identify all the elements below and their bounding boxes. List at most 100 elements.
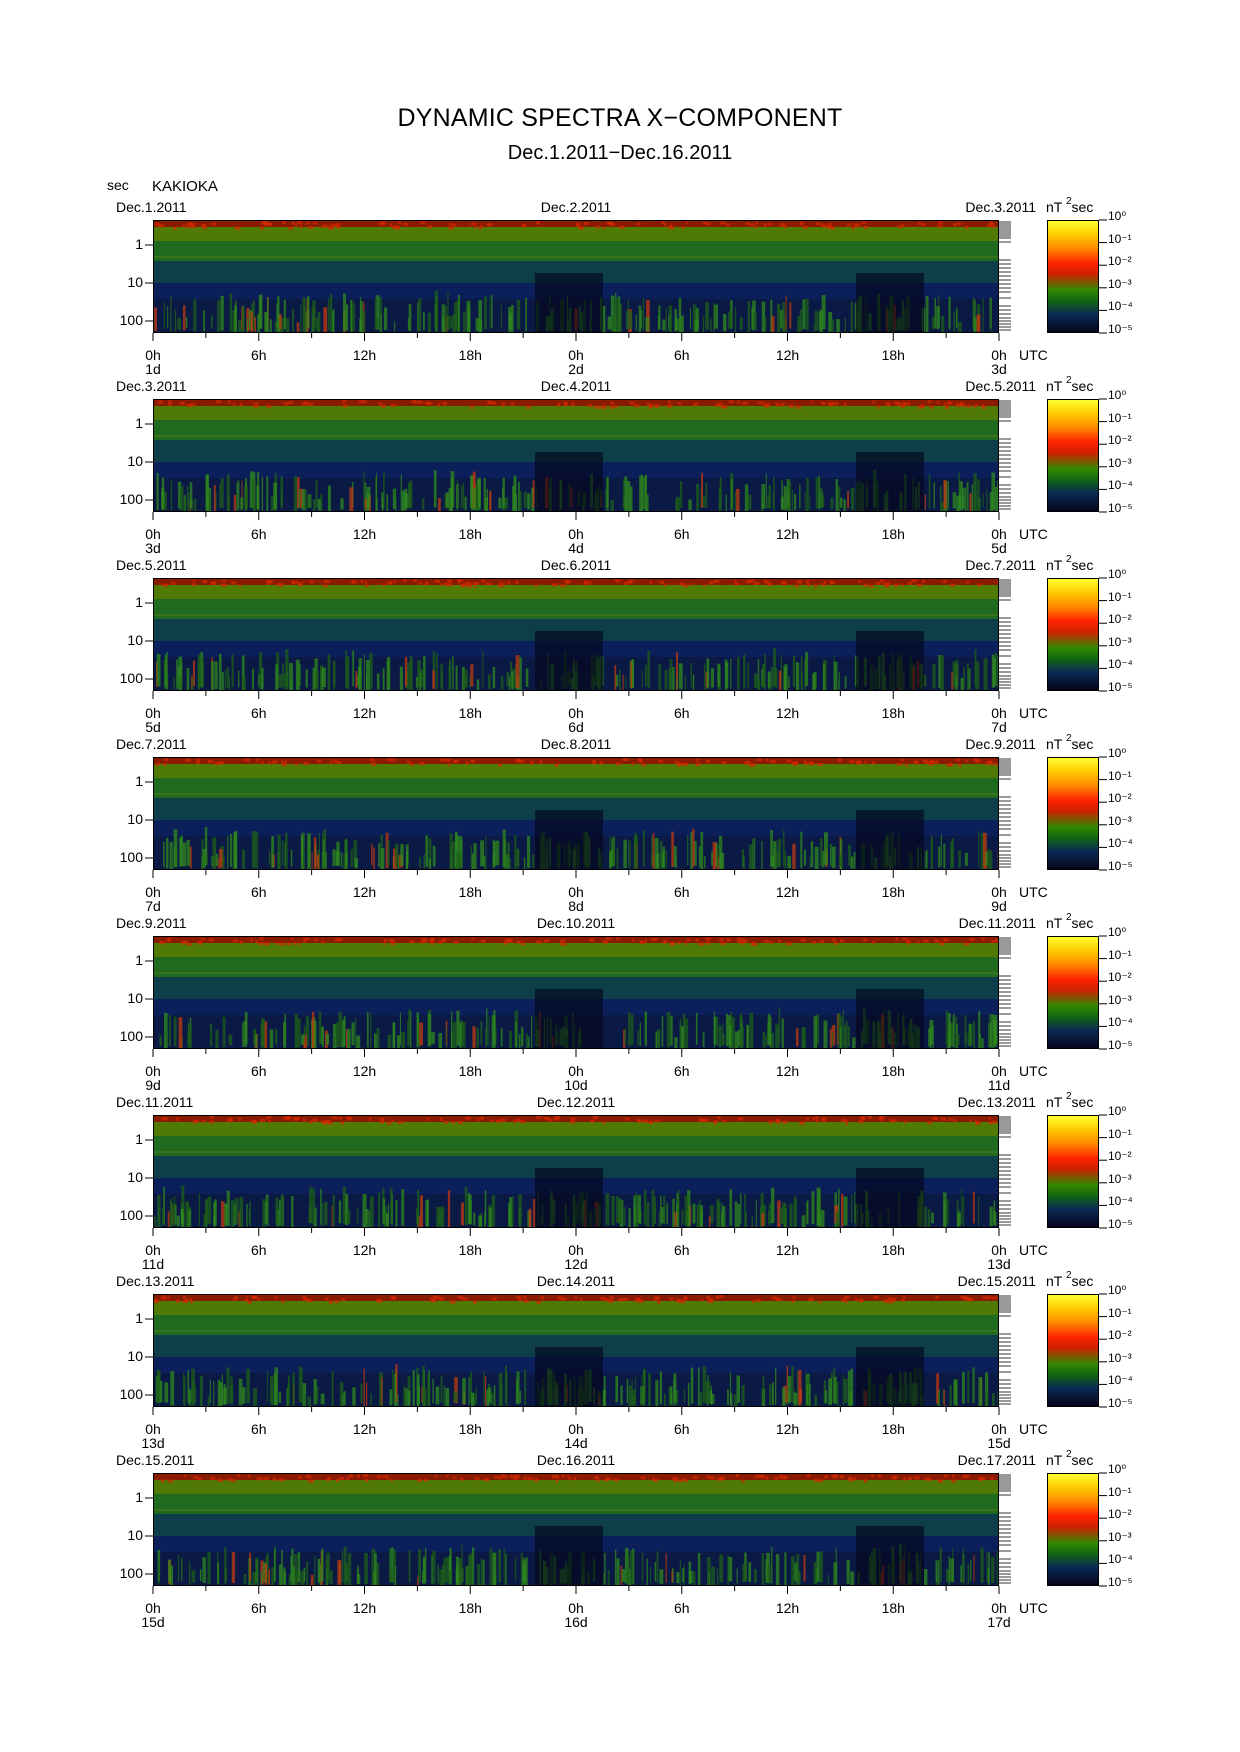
x-tick-label: 18h	[458, 347, 482, 363]
colorbar-tick-label: 10⁻⁴	[1108, 1015, 1133, 1030]
day-label: 12d	[564, 1256, 588, 1272]
y-tick-label: 100	[119, 670, 143, 686]
x-tick-label: 0h	[568, 705, 584, 721]
date-label-start: Dec.3.2011	[116, 378, 187, 394]
x-tick-label: 0h	[145, 705, 161, 721]
day-label: 3d	[145, 540, 161, 556]
colorbar-unit-label: nT 2sec	[1046, 912, 1094, 931]
spectrum-band	[154, 420, 998, 440]
x-tick-label: 12h	[352, 526, 377, 542]
colorbar-tick-label: 10⁻²	[1108, 1328, 1132, 1343]
y-tick-label: 1	[135, 773, 143, 789]
day-label: 4d	[568, 540, 584, 556]
spectrum-band	[154, 261, 998, 283]
spectrum-panel: Dec.9.2011 Dec.10.2011 Dec.11.2011 nT 2sec 1…	[0, 912, 1240, 1096]
utc-label: UTC	[1019, 347, 1048, 363]
y-tick-label: 100	[119, 1565, 143, 1581]
x-tick-label: 6h	[250, 1063, 267, 1079]
colorbar-tick-label: 10⁻⁴	[1108, 299, 1133, 314]
spectrum-panel: Dec.7.2011 Dec.8.2011 Dec.9.2011 nT 2sec 1 10…	[0, 734, 1240, 917]
x-tick-label: 18h	[458, 1600, 482, 1616]
spectrogram-image	[153, 1294, 999, 1407]
colorbar-tick-label: 10⁰	[1108, 567, 1127, 581]
spectrum-band	[154, 241, 998, 261]
colorbar-tick-label: 10⁻¹	[1108, 1126, 1132, 1141]
day-label: 16d	[564, 1614, 588, 1630]
colorbar-tick-label: 10⁰	[1108, 746, 1127, 760]
colorbar-tick-label: 10⁻³	[1108, 1171, 1132, 1186]
x-tick-label: 18h	[458, 1242, 482, 1258]
spectrum-texture	[154, 1474, 998, 1585]
colorbar-tick-label: 10⁻¹	[1108, 1305, 1132, 1320]
spectrogram-image	[153, 578, 999, 691]
spectrum-texture	[154, 1116, 998, 1227]
x-tick-label: 12h	[352, 884, 377, 900]
day-label: 10d	[564, 1077, 588, 1093]
spectrum-band	[154, 957, 998, 977]
spectrum-band	[154, 764, 998, 778]
y-tick-label: 100	[119, 1386, 143, 1402]
day-label: 3d	[991, 361, 1007, 377]
x-tick-label: 6h	[673, 1421, 690, 1437]
spectrum-panel: Dec.11.2011 Dec.12.2011 Dec.13.2011 nT 2sec…	[0, 1092, 1240, 1275]
colorbar-tick-label: 10⁻¹	[1108, 947, 1132, 962]
axes-ticks	[145, 1293, 1107, 1415]
y-tick-label: 10	[127, 1527, 143, 1543]
day-label: 2d	[568, 361, 584, 377]
date-label-end: Dec.3.2011	[965, 199, 1036, 215]
colorbar-tick-label: 10⁻³	[1108, 992, 1132, 1007]
x-tick-label: 18h	[881, 347, 905, 363]
spectrum-band	[154, 406, 998, 420]
colorbar-tick-label: 10⁰	[1108, 1104, 1127, 1118]
x-tick-label: 6h	[250, 347, 267, 363]
day-label: 13d	[987, 1256, 1011, 1272]
utc-label: UTC	[1019, 526, 1048, 542]
date-label-end: Dec.11.2011	[958, 915, 1036, 931]
colorbar	[1047, 578, 1099, 691]
day-label: 17d	[987, 1614, 1011, 1630]
spectrum-texture	[154, 221, 998, 332]
x-tick-label: 18h	[458, 526, 482, 542]
colorbar-tick-label: 10⁻³	[1108, 455, 1132, 470]
x-tick-label: 12h	[775, 1600, 800, 1616]
chart-subtitle: Dec.1.2011−Dec.16.2011	[507, 142, 733, 164]
x-tick-label: 18h	[881, 705, 905, 721]
colorbar-tick-label: 10⁻⁵	[1108, 1217, 1133, 1231]
day-label: 7d	[991, 719, 1007, 735]
y-tick-label: 100	[119, 312, 143, 328]
x-tick-label: 0h	[568, 1421, 584, 1437]
x-tick-label: 6h	[673, 1600, 690, 1616]
x-tick-label: 0h	[568, 1242, 584, 1258]
colorbar-tick-label: 10⁻⁵	[1108, 680, 1133, 694]
x-tick-label: 6h	[250, 884, 267, 900]
spectrum-band	[154, 977, 998, 999]
day-label: 11d	[987, 1077, 1011, 1093]
y-tick-label: 1	[135, 1310, 143, 1326]
spectrum-band	[154, 585, 998, 599]
x-tick-label: 18h	[881, 1242, 905, 1258]
spectrum-band	[154, 1301, 998, 1315]
day-label: 14d	[564, 1435, 588, 1451]
colorbar-tick-label: 10⁻³	[1108, 276, 1132, 291]
axes-ticks	[145, 935, 1107, 1057]
axes-ticks	[145, 398, 1107, 520]
spectrogram-image	[153, 1115, 999, 1228]
date-label-mid: Dec.4.2011	[540, 378, 612, 394]
spectrum-band	[154, 937, 998, 943]
x-tick-label: 12h	[775, 1421, 800, 1437]
spectrum-band	[154, 440, 998, 462]
spectrogram-image	[153, 757, 999, 870]
y-tick-label: 100	[119, 849, 143, 865]
colorbar-tick-label: 10⁰	[1108, 1462, 1127, 1476]
spectrum-band	[154, 1156, 998, 1178]
utc-label: UTC	[1019, 1600, 1048, 1616]
spectrum-band	[154, 1116, 998, 1122]
axes-ticks	[145, 219, 1107, 341]
colorbar-tick-label: 10⁻¹	[1108, 768, 1132, 783]
day-label: 7d	[145, 898, 161, 914]
spectrogram-image	[153, 936, 999, 1049]
day-label: 9d	[145, 1077, 161, 1093]
x-tick-label: 6h	[250, 526, 267, 542]
x-tick-label: 0h	[145, 1600, 161, 1616]
colorbar-tick-label: 10⁻³	[1108, 634, 1132, 649]
